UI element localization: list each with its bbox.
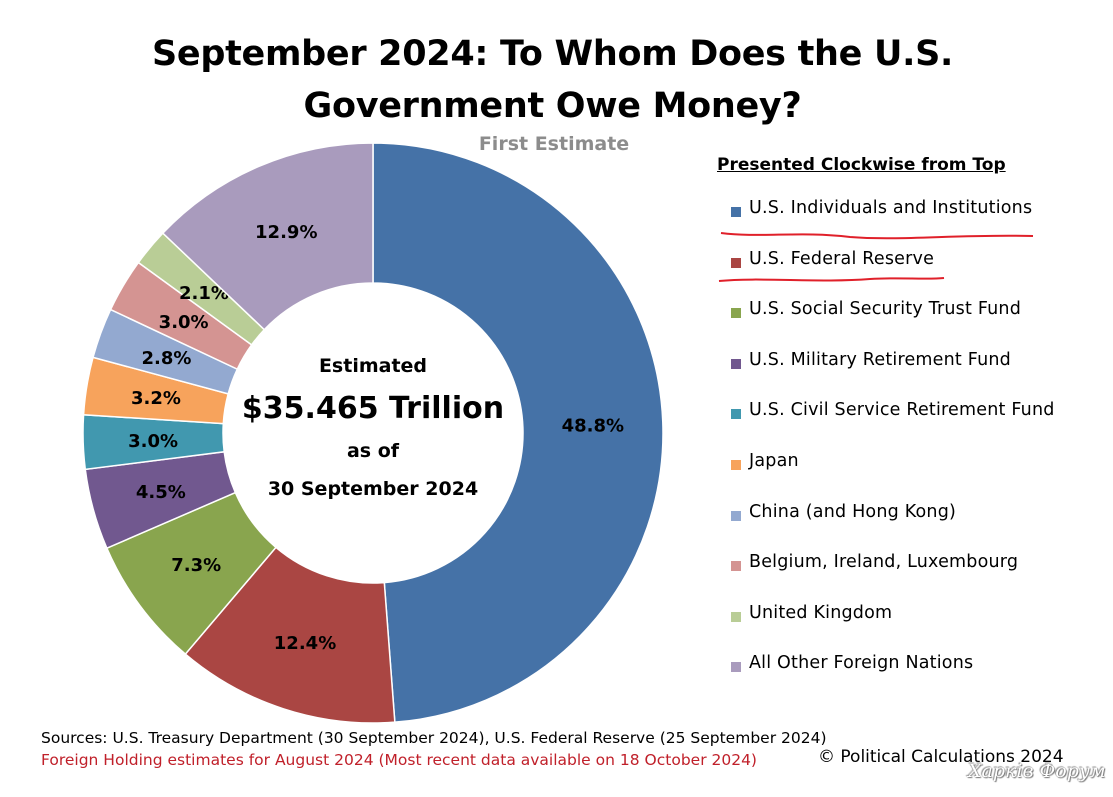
- legend-swatch: [731, 358, 741, 369]
- legend-swatch: [731, 409, 741, 420]
- legend-item: U.S. Civil Service Retirement Fund: [731, 400, 1055, 451]
- legend-item: All Other Foreign Nations: [731, 653, 1055, 704]
- copyright: © Political Calculations 2024: [818, 747, 1064, 767]
- slice-label-1: 12.4%: [274, 633, 336, 654]
- legend-item: U.S. Individuals and Institutions: [731, 198, 1055, 249]
- legend-swatch: [731, 662, 741, 673]
- legend-label: United Kingdom: [749, 602, 893, 623]
- legend-label: China (and Hong Kong): [749, 501, 957, 522]
- center-line-date: 30 September 2024: [267, 478, 479, 500]
- legend-swatch: [731, 459, 741, 470]
- legend-swatch: [731, 257, 741, 268]
- center-line-as-of: as of: [346, 440, 400, 462]
- legend-label: All Other Foreign Nations: [749, 653, 974, 674]
- slice-label-8: 2.1%: [179, 283, 229, 304]
- red-underline-annotation-0: [720, 232, 1034, 240]
- slice-0: [372, 142, 664, 723]
- sources: Sources: U.S. Treasury Department (30 Se…: [41, 727, 827, 771]
- legend-label: Belgium, Ireland, Luxembourg: [749, 552, 1019, 573]
- slice-label-7: 3.0%: [159, 312, 209, 333]
- watermark-logo: Харків Форум: [968, 760, 1106, 782]
- chart-title-line2: Government Owe Money?: [303, 86, 802, 126]
- slice-label-5: 3.2%: [131, 388, 181, 409]
- legend-swatch: [731, 207, 741, 217]
- chart-title: September 2024: To Whom Does the U.S. Go…: [40, 28, 1065, 132]
- legend-item: U.S. Military Retirement Fund: [731, 350, 1055, 401]
- center-line-estimated: Estimated: [318, 355, 428, 377]
- slice-label-3: 4.5%: [136, 482, 186, 503]
- legend-item: Japan: [731, 451, 1055, 502]
- legend: U.S. Individuals and Institutions U.S. Fe…: [731, 198, 1055, 704]
- foreign-holding-note: Foreign Holding estimates for August 202…: [41, 751, 757, 769]
- donut-center-text: Estimated $35.465 Trillion as of 30 Sept…: [223, 348, 523, 510]
- red-underline-annotation-1: [718, 277, 945, 282]
- legend-item: U.S. Social Security Trust Fund: [731, 299, 1055, 350]
- chart-subtitle: First Estimate: [478, 133, 630, 155]
- slice-label-6: 2.8%: [142, 348, 192, 369]
- slice-label-4: 3.0%: [128, 431, 178, 452]
- legend-label: U.S. Military Retirement Fund: [749, 349, 1011, 370]
- slice-label-9: 12.9%: [255, 222, 317, 243]
- legend-swatch: [731, 611, 741, 622]
- legend-label: U.S. Civil Service Retirement Fund: [749, 400, 1055, 421]
- legend-label: Japan: [749, 450, 799, 471]
- slice-9: [161, 142, 374, 331]
- legend-item: China (and Hong Kong): [731, 502, 1055, 553]
- center-line-total: $35.465 Trillion: [241, 391, 505, 426]
- legend-item: Belgium, Ireland, Luxembourg: [731, 552, 1055, 603]
- legend-item: United Kingdom: [731, 603, 1055, 654]
- legend-swatch: [731, 510, 741, 521]
- legend-label: U.S. Federal Reserve: [749, 248, 935, 269]
- sources-line: Sources: U.S. Treasury Department (30 Se…: [41, 729, 827, 747]
- legend-label: U.S. Social Security Trust Fund: [749, 299, 1022, 320]
- legend-swatch: [731, 561, 741, 572]
- chart-title-line1: September 2024: To Whom Does the U.S.: [152, 34, 953, 74]
- legend-heading: Presented Clockwise from Top: [717, 155, 1006, 175]
- legend-item: U.S. Federal Reserve: [731, 249, 1055, 300]
- legend-swatch: [731, 308, 741, 319]
- slice-label-2: 7.3%: [171, 555, 221, 576]
- legend-label: U.S. Individuals and Institutions: [749, 198, 1033, 218]
- slice-label-0: 48.8%: [562, 416, 624, 437]
